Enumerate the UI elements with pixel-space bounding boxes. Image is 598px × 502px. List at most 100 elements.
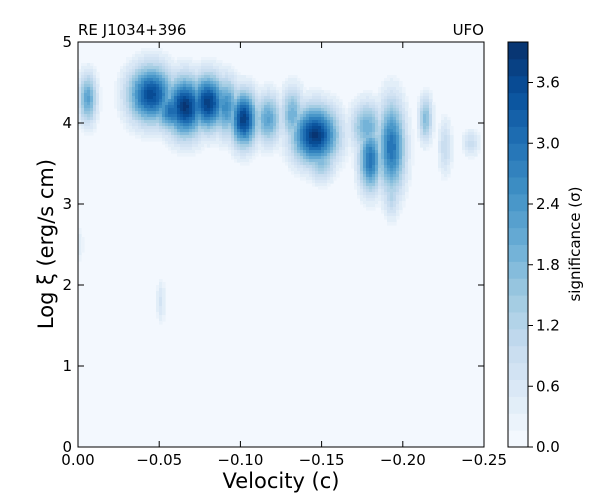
heat-cell <box>357 123 361 127</box>
heat-cell <box>174 141 178 145</box>
heat-cell <box>336 165 340 169</box>
heat-cell <box>375 105 379 109</box>
heat-cell <box>327 99 331 103</box>
heat-cell <box>360 153 364 157</box>
heat-cell <box>81 63 85 67</box>
heat-cell <box>171 111 175 115</box>
heat-cell <box>276 96 280 100</box>
heat-cell <box>408 150 412 154</box>
heat-cell <box>213 57 217 61</box>
heat-cell <box>153 54 157 58</box>
heat-cell <box>351 150 355 154</box>
heat-cell <box>126 81 130 85</box>
heat-cell <box>306 108 310 112</box>
heat-cell <box>285 90 289 94</box>
heat-cell <box>117 93 121 97</box>
heat-cell <box>276 138 280 142</box>
heat-cell <box>138 72 142 76</box>
heat-cell <box>180 141 184 145</box>
heat-cell <box>186 117 190 121</box>
heat-cell <box>318 123 322 127</box>
heat-cell <box>162 315 166 319</box>
heat-cell <box>144 78 148 82</box>
heat-cell <box>282 81 286 85</box>
heat-cell <box>243 90 247 94</box>
heat-cell <box>315 156 319 160</box>
heat-cell <box>258 126 262 130</box>
heat-cell <box>201 75 205 79</box>
heat-cell <box>408 138 412 142</box>
heat-cell <box>390 120 394 124</box>
heat-cell <box>138 99 142 103</box>
heat-cell <box>81 108 85 112</box>
heat-cell <box>132 108 136 112</box>
heat-cell <box>201 138 205 142</box>
heat-cell <box>357 93 361 97</box>
heat-cell <box>402 183 406 187</box>
heat-cell <box>387 189 391 193</box>
heat-cell <box>240 120 244 124</box>
heat-cell <box>345 117 349 121</box>
heat-cell <box>387 216 391 220</box>
heat-cell <box>165 81 169 85</box>
heat-cell <box>390 213 394 217</box>
heat-cell <box>378 147 382 151</box>
heat-cell <box>357 174 361 178</box>
heat-cell <box>96 120 100 124</box>
heat-cell <box>171 126 175 130</box>
heat-cell <box>144 114 148 118</box>
heat-cell <box>186 96 190 100</box>
heat-cell <box>300 147 304 151</box>
heat-cell <box>87 99 91 103</box>
heat-cell <box>324 120 328 124</box>
heat-cell <box>393 183 397 187</box>
heat-cell <box>315 93 319 97</box>
heat-cell <box>147 99 151 103</box>
heat-cell <box>372 180 376 184</box>
heat-cell <box>405 147 409 151</box>
heat-cell <box>165 105 169 109</box>
heat-cell <box>360 102 364 106</box>
heat-cell <box>198 141 202 145</box>
heat-cell <box>159 117 163 121</box>
heat-cell <box>321 123 325 127</box>
heat-cell <box>393 171 397 175</box>
heat-cell <box>441 153 445 157</box>
heat-cell <box>447 168 451 172</box>
heat-cell <box>357 162 361 166</box>
heat-cell <box>291 114 295 118</box>
heat-cell <box>162 51 166 55</box>
heat-cell <box>423 126 427 130</box>
heat-cell <box>297 108 301 112</box>
heat-cell <box>369 117 373 121</box>
heat-cell <box>441 159 445 163</box>
heat-cell <box>303 123 307 127</box>
heat-cell <box>402 141 406 145</box>
heat-cell <box>216 126 220 130</box>
heat-cell <box>327 180 331 184</box>
heat-cell <box>387 183 391 187</box>
heat-cell <box>255 96 259 100</box>
heat-cell <box>168 147 172 151</box>
heat-cell <box>354 171 358 175</box>
heat-cell <box>138 93 142 97</box>
heat-cell <box>408 111 412 115</box>
heat-cell <box>375 168 379 172</box>
heat-cell <box>78 75 82 79</box>
heat-cell <box>444 171 448 175</box>
heat-cell <box>162 138 166 142</box>
heat-cell <box>390 186 394 190</box>
heat-cell <box>465 150 469 154</box>
heat-cell <box>318 129 322 133</box>
heat-cell <box>318 159 322 163</box>
heat-cell <box>357 102 361 106</box>
heat-cell <box>123 126 127 130</box>
heat-cell <box>207 132 211 136</box>
heat-cell <box>378 153 382 157</box>
heat-cell <box>411 144 415 148</box>
heat-cell <box>447 147 451 151</box>
heat-cell <box>81 249 85 253</box>
heat-cell <box>306 171 310 175</box>
heat-cell <box>474 138 478 142</box>
heat-cell <box>378 189 382 193</box>
